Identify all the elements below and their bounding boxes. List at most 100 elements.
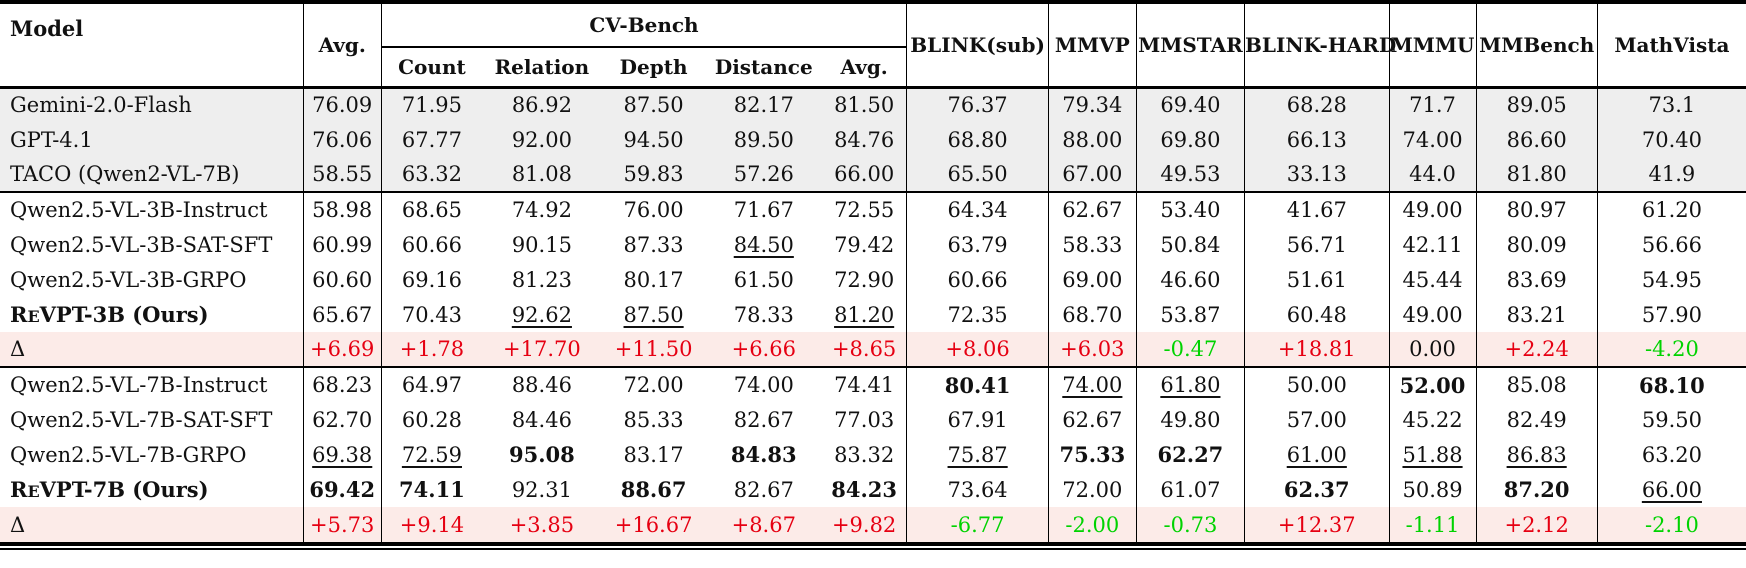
value-cell: 41.9 xyxy=(1596,157,1746,192)
value-cell: 88.46 xyxy=(511,373,572,397)
value-cell: 70.43 xyxy=(380,297,483,332)
value-cell: 68.65 xyxy=(380,192,483,227)
value-cell: +8.06 xyxy=(906,332,1049,367)
value-cell: 85.08 xyxy=(1475,367,1598,402)
value-cell: 84.46 xyxy=(511,407,572,432)
value-cell: 54.95 xyxy=(1596,262,1746,297)
value-cell: 68.23 xyxy=(302,367,382,402)
model-name-cell: Qwen2.5-VL-3B-GRPO xyxy=(10,267,247,292)
column-header-blink-hard: BLINK-HARD xyxy=(1244,4,1396,87)
value-cell: 92.00 xyxy=(511,127,572,152)
value-cell: 72.55 xyxy=(834,198,895,222)
value-cell: 82.67 xyxy=(733,407,794,432)
model-row: Qwen2.5-VL-7B-Instruct 68.23 64.97 88.46 72.… xyxy=(0,367,1746,402)
value-cell: 74.00 xyxy=(1047,367,1137,402)
value-cell: 79.34 xyxy=(1047,87,1137,122)
value-cell: 57.90 xyxy=(1596,297,1746,332)
value-cell: 61.20 xyxy=(1596,192,1746,227)
model-row: TACO (Qwen2-VL-7B) 58.55 63.32 81.08 59.83 57… xyxy=(0,157,1746,192)
value-cell: 49.53 xyxy=(1135,157,1245,192)
value-cell: 76.06 xyxy=(302,122,382,157)
value-cell: +17.70 xyxy=(503,337,581,361)
value-cell: 90.15 xyxy=(511,232,572,257)
qwen-7b-block: Qwen2.5-VL-7B-Instruct 68.23 64.97 88.46 72.… xyxy=(0,367,1746,542)
value-cell: +6.03 xyxy=(1047,332,1137,367)
column-group-cv-bench: CV-Bench xyxy=(380,4,907,48)
value-cell: 89.05 xyxy=(1475,87,1598,122)
value-cell: 56.66 xyxy=(1596,227,1746,262)
value-cell: 66.00 xyxy=(1596,472,1746,507)
value-cell: 65.50 xyxy=(906,157,1049,192)
value-cell: 83.69 xyxy=(1475,262,1598,297)
value-cell: +8.65 xyxy=(831,337,897,361)
value-cell: 69.00 xyxy=(1047,262,1137,297)
model-name-cell: TACO (Qwen2-VL-7B) xyxy=(10,162,240,186)
model-name-cell: Qwen2.5-VL-7B-Instruct xyxy=(10,373,268,397)
value-cell: 62.37 xyxy=(1244,472,1390,507)
value-cell: 80.41 xyxy=(906,367,1049,402)
value-cell: 60.48 xyxy=(1244,297,1390,332)
value-cell: 68.70 xyxy=(1047,297,1137,332)
value-cell: 78.33 xyxy=(733,302,794,327)
value-cell: 74.11 xyxy=(380,472,483,507)
value-cell: 68.28 xyxy=(1244,87,1390,122)
value-cell: 66.13 xyxy=(1244,122,1390,157)
model-row: Qwen2.5-VL-3B-Instruct 58.98 68.65 74.92 76.… xyxy=(0,192,1746,227)
bottom-rule-thick xyxy=(0,542,1746,546)
delta-row: Δ +5.73 +9.14 +3.85 +16.67 +8.67 +9.82 -6.77 -2.… xyxy=(0,507,1746,542)
model-row: GPT-4.1 76.06 67.77 92.00 94.50 89.50 84.76 68.… xyxy=(0,122,1746,157)
value-cell: 60.66 xyxy=(906,262,1049,297)
column-header-cv-distance: Distance xyxy=(714,54,813,79)
value-cell: 53.87 xyxy=(1135,297,1245,332)
value-cell: 57.00 xyxy=(1244,402,1390,437)
value-cell: 68.10 xyxy=(1596,367,1746,402)
value-cell: 61.07 xyxy=(1135,472,1245,507)
value-cell: 59.50 xyxy=(1596,402,1746,437)
value-cell: 49.00 xyxy=(1388,297,1476,332)
value-cell: 86.92 xyxy=(511,93,572,118)
table-header: Model Avg. CV-Bench BLINK(sub) MMVP MMST… xyxy=(0,4,1746,87)
value-cell: 69.40 xyxy=(1135,87,1245,122)
value-cell: 88.67 xyxy=(620,477,687,502)
value-cell: 81.80 xyxy=(1475,157,1598,192)
value-cell: 69.80 xyxy=(1135,122,1245,157)
delta-label-cell: Δ xyxy=(10,512,26,537)
value-cell: -2.00 xyxy=(1047,507,1137,542)
value-cell: 82.17 xyxy=(733,93,794,118)
value-cell: 75.87 xyxy=(906,437,1049,472)
value-cell: 64.97 xyxy=(380,367,483,402)
value-cell: 65.67 xyxy=(302,297,382,332)
value-cell: 95.08 xyxy=(509,442,575,467)
value-cell: 60.99 xyxy=(302,227,382,262)
value-cell: 46.60 xyxy=(1135,262,1245,297)
value-cell: 74.00 xyxy=(733,373,794,397)
smallcaps-letter: E xyxy=(27,307,40,326)
qwen-3b-block: Qwen2.5-VL-3B-Instruct 58.98 68.65 74.92 76.… xyxy=(0,192,1746,367)
value-cell: 75.33 xyxy=(1047,437,1137,472)
value-cell: 67.77 xyxy=(380,122,483,157)
value-cell: 81.23 xyxy=(511,267,572,292)
value-cell: 58.33 xyxy=(1047,227,1137,262)
model-name-cell: Qwen2.5-VL-3B-SAT-SFT xyxy=(10,232,273,257)
value-cell: 0.00 xyxy=(1388,332,1476,367)
value-cell: 80.09 xyxy=(1475,227,1598,262)
value-cell: 77.03 xyxy=(834,407,895,432)
value-cell: 72.90 xyxy=(834,267,895,292)
value-cell: 33.13 xyxy=(1244,157,1390,192)
value-cell: 50.84 xyxy=(1135,227,1245,262)
top-rule xyxy=(0,0,1746,4)
value-cell: 81.08 xyxy=(511,162,572,186)
value-cell: 86.83 xyxy=(1475,437,1598,472)
value-cell: +5.73 xyxy=(302,507,382,542)
column-header-cv-count: Count xyxy=(380,47,483,87)
value-cell: 79.42 xyxy=(834,232,895,257)
model-name-cell: REVPT-7B (Ours) xyxy=(10,477,209,502)
value-cell: 61.50 xyxy=(733,267,794,292)
value-cell: 50.89 xyxy=(1388,472,1476,507)
value-cell: 70.40 xyxy=(1596,122,1746,157)
value-cell: 61.80 xyxy=(1135,367,1245,402)
column-header-cv-depth: Depth xyxy=(619,54,688,79)
model-name-cell: Gemini-2.0-Flash xyxy=(10,93,192,118)
value-cell: -4.20 xyxy=(1596,332,1746,367)
